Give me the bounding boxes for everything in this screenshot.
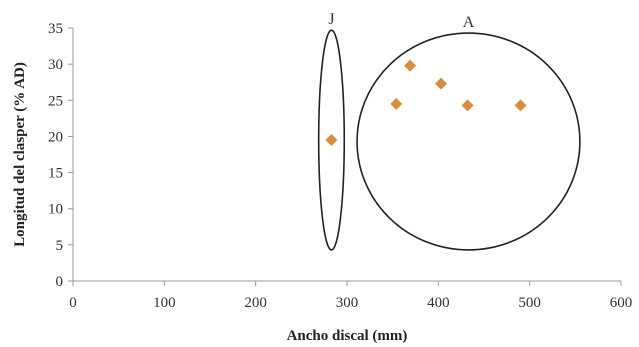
y-tick-label: 30	[48, 57, 63, 73]
x-tick-label: 400	[427, 295, 450, 311]
y-tick-label: 35	[48, 21, 63, 37]
x-tick-label: 500	[518, 295, 541, 311]
labels: Ancho discal (mm) Longitud del clasper (%…	[12, 11, 475, 344]
y-tick-label: 15	[48, 166, 63, 182]
y-tick-label: 20	[48, 129, 63, 145]
group-ellipses	[317, 29, 581, 251]
data-point	[435, 77, 448, 90]
x-axis-title: Ancho discal (mm)	[287, 328, 408, 344]
data-point	[325, 134, 338, 147]
group-ellipse-j	[317, 29, 346, 251]
y-tick-label: 5	[56, 238, 64, 254]
x-tick-label: 200	[244, 295, 267, 311]
data-point	[461, 99, 474, 112]
data-point	[404, 59, 417, 72]
y-tick-label: 25	[48, 93, 63, 109]
y-tick-label: 0	[56, 274, 64, 290]
data-point	[390, 97, 403, 110]
x-tick-label: 0	[69, 295, 77, 311]
y-tick-label: 10	[48, 202, 63, 218]
axes: 0 5 10 15 20 25 30 35 0 100 200 300 400 500 600	[48, 21, 632, 311]
x-tick-label: 300	[336, 295, 359, 311]
x-tick-label: 100	[153, 295, 176, 311]
x-tick-label: 600	[610, 295, 633, 311]
data-points	[325, 59, 527, 147]
data-point	[514, 99, 527, 112]
y-axis-title: Longitud del clasper (% AD)	[12, 62, 28, 247]
group-label-a: A	[463, 14, 475, 31]
group-ellipse-a	[356, 32, 581, 251]
group-label-j: J	[328, 11, 334, 28]
